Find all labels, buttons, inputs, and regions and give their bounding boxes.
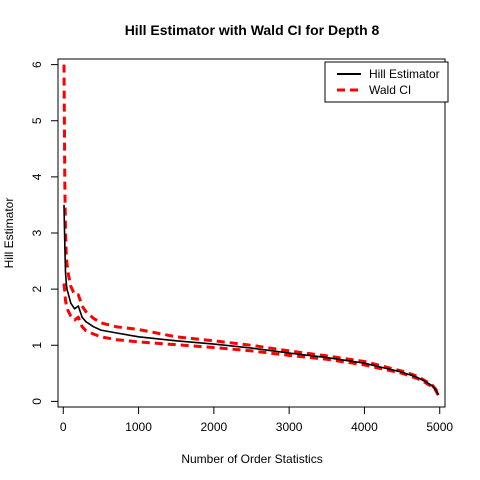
legend-label: Wald CI [369, 83, 411, 97]
y-tick-label: 3 [30, 229, 44, 236]
y-axis: 0 1 2 3 4 5 6 [30, 61, 59, 405]
legend-box [324, 61, 449, 103]
y-tick-label: 6 [30, 61, 44, 68]
series-line-wald-ci [62, 283, 440, 396]
x-tick-label: 1000 [125, 420, 152, 434]
x-axis: 0 1000 2000 3000 4000 5000 [60, 406, 453, 434]
y-axis-label: Hill Estimator [2, 198, 16, 269]
x-tick-label: 3000 [276, 420, 303, 434]
chart-title: Hill Estimator with Wald CI for Depth 8 [125, 22, 380, 38]
y-tick-label: 1 [30, 342, 44, 349]
y-tick-label: 0 [30, 398, 44, 405]
x-tick-label: 2000 [201, 420, 228, 434]
x-tick-label: 0 [60, 420, 67, 434]
x-axis-label: Number of Order Statistics [181, 452, 322, 466]
legend-label: Hill Estimator [369, 67, 440, 81]
x-tick-label: 5000 [426, 420, 453, 434]
series-layer [62, 64, 440, 396]
y-tick-label: 2 [30, 285, 44, 292]
series-line-wald-ci [62, 64, 440, 395]
y-tick-label: 5 [30, 117, 44, 124]
y-tick-label: 4 [30, 173, 44, 180]
series-line-hill-estimator [63, 204, 439, 396]
x-tick-label: 4000 [351, 420, 378, 434]
legend: Hill Estimator Wald CI [324, 61, 449, 103]
